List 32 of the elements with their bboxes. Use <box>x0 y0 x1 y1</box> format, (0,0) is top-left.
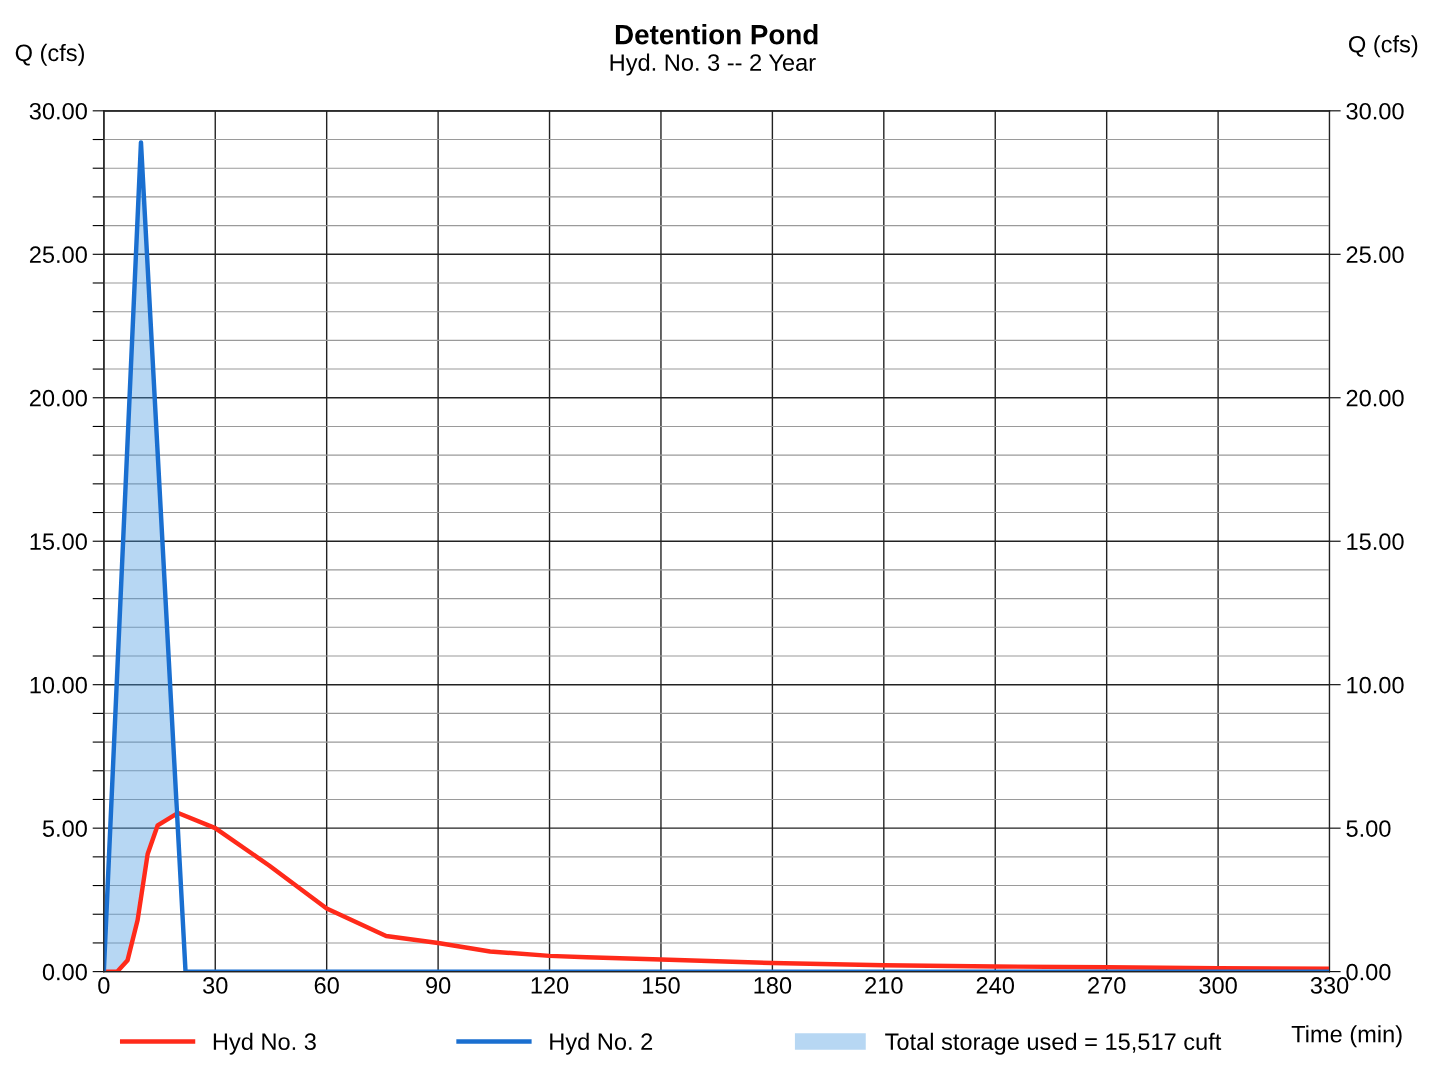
y2-tick-label: 20.00 <box>1346 389 1404 407</box>
legend-label: Total storage used = 15,517 cuft <box>885 1032 1222 1055</box>
x-tick-label: 240 <box>976 977 1015 994</box>
y-tick-label: 15.00 <box>30 533 87 551</box>
x-tick-label: 270 <box>1088 977 1126 994</box>
chart-subtitle: Hyd. No. 3 -- 2 Year <box>610 53 816 76</box>
x-tick-label: 300 <box>1199 977 1237 994</box>
x-tick-label: 150 <box>643 977 680 994</box>
x-axis-title: Time (min) <box>1291 1025 1402 1048</box>
y-tick-label: 25.00 <box>29 246 87 264</box>
y-tick-label: 5.00 <box>42 820 87 837</box>
y2-tick-label: 25.00 <box>1346 246 1404 264</box>
x-tick-label: 120 <box>531 977 569 994</box>
x-tick-label: 180 <box>754 977 792 994</box>
x-tick-label: 60 <box>314 977 339 994</box>
y2-axis-title: Q (cfs) <box>1349 35 1418 58</box>
y2-tick-label: 5.00 <box>1346 820 1391 837</box>
x-tick-label: 0 <box>98 977 110 994</box>
y-tick-label: 20.00 <box>29 389 87 407</box>
y2-tick-label: 30.00 <box>1346 102 1404 120</box>
chart-title: Detention Pond <box>615 24 818 45</box>
x-tick-label: 30 <box>203 977 228 994</box>
y-tick-label: 30.00 <box>29 102 87 120</box>
legend-label: Hyd No. 2 <box>550 1032 653 1055</box>
x-tick-label: 210 <box>865 977 903 994</box>
x-tick-label: 90 <box>426 977 451 994</box>
legend-label: Hyd No. 3 <box>213 1032 316 1055</box>
y2-tick-label: 15.00 <box>1347 533 1404 551</box>
y-axis-title: Q (cfs) <box>15 43 84 66</box>
y2-tick-label: 10.00 <box>1347 676 1404 694</box>
y-tick-label: 0.00 <box>42 963 87 981</box>
y-tick-label: 10.00 <box>30 676 87 694</box>
